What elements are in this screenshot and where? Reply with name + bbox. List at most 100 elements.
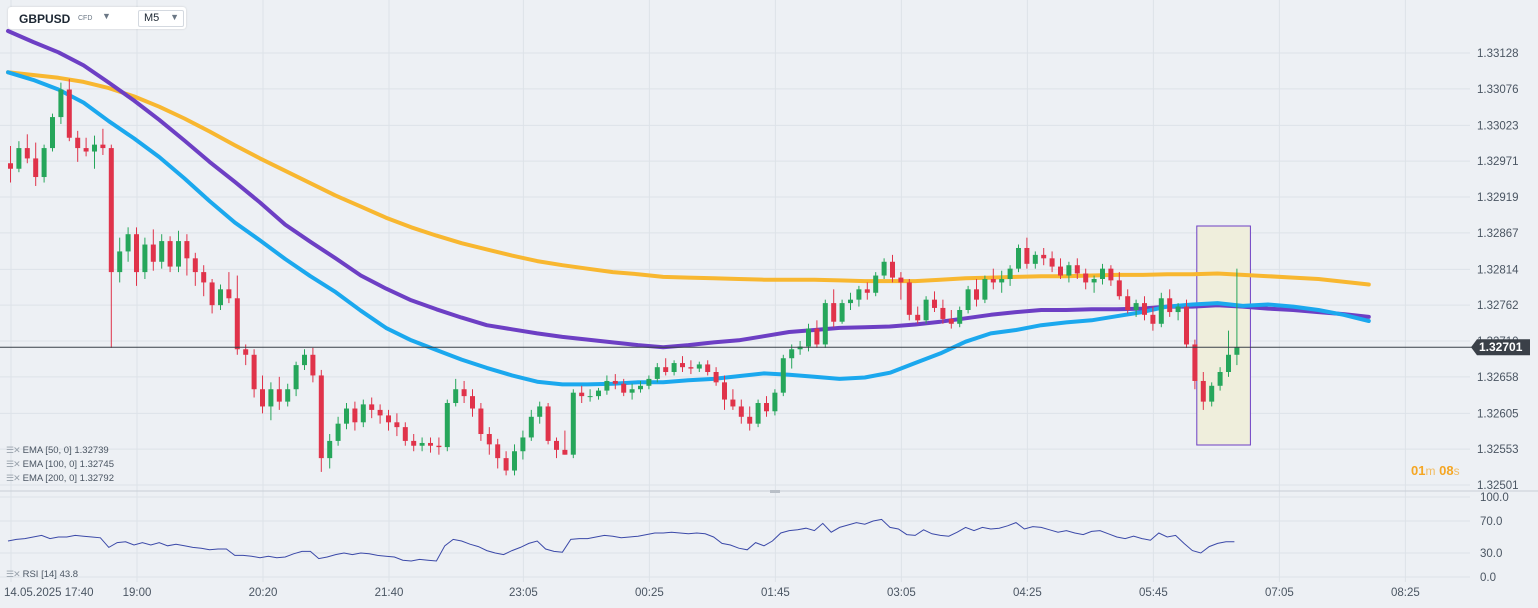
candle-body bbox=[461, 389, 467, 397]
candle-body bbox=[856, 289, 862, 300]
price-tick-label: 1.32814 bbox=[1477, 264, 1519, 276]
candle-body bbox=[201, 272, 207, 283]
candle-body bbox=[638, 385, 643, 390]
candle-body bbox=[453, 389, 459, 404]
candle-body bbox=[92, 144, 97, 152]
candle-body bbox=[8, 163, 13, 169]
timeframe-selector[interactable]: M5 ▼ bbox=[138, 10, 184, 27]
legend-ema200-label: EMA [200, 0] bbox=[22, 473, 78, 484]
legend-ema100[interactable]: ☰✕ EMA [100, 0] 1.32745 bbox=[6, 459, 114, 470]
candle-body bbox=[654, 367, 660, 379]
candle-body bbox=[108, 148, 114, 273]
ema200-line bbox=[6, 70, 1371, 287]
candle-body bbox=[260, 389, 265, 407]
current-price-label: 1.32701 bbox=[1479, 340, 1523, 354]
timeframe-dropdown-icon[interactable]: ▼ bbox=[170, 12, 179, 22]
candle-body bbox=[696, 364, 702, 369]
candle-body bbox=[512, 451, 517, 471]
candle-body bbox=[41, 148, 47, 178]
candle-countdown: 01m 08s bbox=[1411, 463, 1460, 478]
current-price-tag bbox=[1471, 339, 1530, 356]
time-tick-label: 07:05 bbox=[1265, 587, 1294, 599]
candle-body bbox=[234, 298, 240, 350]
candle-body bbox=[839, 303, 845, 322]
candle-body bbox=[411, 440, 417, 446]
candle-body bbox=[251, 354, 257, 390]
candle-body bbox=[1058, 266, 1063, 276]
price-tick-label: 1.33128 bbox=[1477, 48, 1519, 60]
candle-body bbox=[1024, 247, 1030, 264]
rsi-tick-label: 30.0 bbox=[1480, 548, 1502, 560]
price-tick-label: 1.32867 bbox=[1477, 228, 1519, 240]
candle-body bbox=[1016, 247, 1021, 269]
candle-body bbox=[243, 349, 249, 355]
candle-body bbox=[1108, 268, 1114, 281]
candle-body bbox=[612, 380, 618, 384]
candle-body bbox=[503, 458, 509, 471]
candle-body bbox=[24, 148, 30, 159]
candle-body bbox=[814, 328, 820, 345]
candle-body bbox=[680, 363, 685, 368]
legend-ema100-label: EMA [100, 0] bbox=[22, 459, 78, 470]
candle-body bbox=[444, 403, 450, 448]
settings-icon[interactable]: ☰✕ bbox=[6, 569, 21, 579]
candle-body bbox=[965, 289, 971, 310]
candle-body bbox=[999, 278, 1005, 283]
candle-body bbox=[713, 372, 719, 383]
timeframe-label: M5 bbox=[144, 12, 160, 24]
symbol-dropdown-icon[interactable]: ▼ bbox=[102, 11, 111, 21]
candle-body bbox=[192, 258, 198, 273]
symbol-name: GBPUSD bbox=[19, 12, 71, 26]
countdown-seconds-unit: s bbox=[1453, 464, 1460, 478]
panel-resize-handle bbox=[770, 490, 780, 493]
candle-body bbox=[940, 307, 946, 319]
candle-body bbox=[318, 375, 324, 459]
rsi-line bbox=[7, 518, 1235, 562]
candle-body bbox=[495, 444, 501, 459]
highlight-box bbox=[1196, 225, 1251, 446]
candle-body bbox=[1041, 254, 1047, 259]
legend-rsi-label: RSI [14] bbox=[22, 569, 57, 580]
candle-body bbox=[335, 423, 341, 441]
candle-body bbox=[772, 392, 778, 412]
candle-body bbox=[780, 358, 786, 393]
candle-body bbox=[789, 349, 795, 359]
settings-icon[interactable]: ☰✕ bbox=[6, 459, 21, 469]
legend-rsi[interactable]: ☰✕ RSI [14] 43.8 bbox=[6, 569, 78, 580]
legend-ema200[interactable]: ☰✕ EMA [200, 0] 1.32792 bbox=[6, 473, 114, 484]
rsi-tick-label: 70.0 bbox=[1480, 516, 1502, 528]
symbol-selector[interactable]: GBPUSD CFD ▼ M5 ▼ bbox=[8, 7, 186, 29]
candle-body bbox=[1007, 268, 1013, 279]
time-tick-label: 21:40 bbox=[375, 587, 404, 599]
candle-body bbox=[276, 389, 282, 402]
price-tick-label: 1.32605 bbox=[1477, 408, 1519, 420]
price-tick-label: 1.33023 bbox=[1477, 120, 1519, 132]
candle-body bbox=[1217, 372, 1223, 386]
candle-body bbox=[66, 89, 72, 138]
candle-body bbox=[369, 404, 375, 410]
candle-body bbox=[520, 437, 526, 452]
candle-body bbox=[167, 241, 173, 267]
candle-body bbox=[806, 328, 811, 347]
candle-body bbox=[1175, 306, 1181, 313]
candle-body bbox=[1116, 280, 1122, 297]
settings-icon[interactable]: ☰✕ bbox=[6, 473, 21, 483]
candle-body bbox=[587, 396, 593, 398]
candle-body bbox=[570, 392, 576, 455]
candle-body bbox=[1184, 306, 1189, 345]
candle-body bbox=[1200, 380, 1206, 402]
candle-body bbox=[1125, 296, 1131, 310]
candle-body bbox=[1192, 344, 1198, 381]
candle-body bbox=[83, 148, 89, 152]
candle-body bbox=[948, 318, 954, 324]
candle-body bbox=[352, 408, 358, 423]
candle-body bbox=[982, 278, 988, 300]
legend-ema50[interactable]: ☰✕ EMA [50, 0] 1.32739 bbox=[6, 445, 109, 456]
candle-body bbox=[990, 278, 996, 283]
time-tick-label: 19:00 bbox=[123, 587, 152, 599]
candle-body bbox=[831, 303, 837, 322]
candle-body bbox=[957, 309, 963, 324]
candle-body bbox=[419, 442, 425, 446]
settings-icon[interactable]: ☰✕ bbox=[6, 445, 21, 455]
